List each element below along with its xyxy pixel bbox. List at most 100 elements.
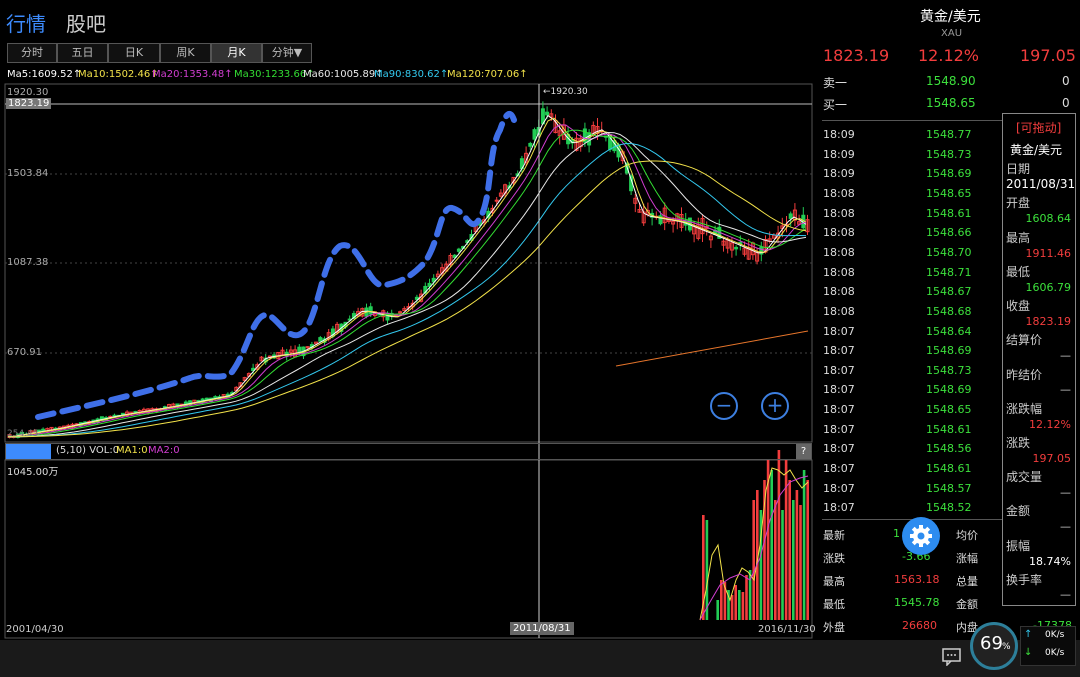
tick-row: 18:08 1548.65	[822, 183, 1072, 203]
info-settle-value: —	[1060, 349, 1071, 362]
period-tab[interactable]: 五日	[57, 43, 108, 63]
candle	[482, 219, 487, 223]
summary-change-label: 涨跌	[823, 552, 845, 565]
candle	[335, 323, 340, 333]
tick-price: 1548.61	[926, 422, 972, 436]
tick-row: 18:07 1548.52	[822, 497, 1072, 517]
bottom-bar	[0, 640, 1080, 677]
tick-time: 18:09	[823, 147, 855, 161]
vol-ma1-label: MA1:0	[116, 445, 148, 456]
tick-time: 18:09	[823, 167, 855, 181]
network-percent-unit: %	[1002, 642, 1011, 652]
candle	[255, 364, 260, 370]
kline-chart[interactable]	[0, 0, 815, 640]
quote-price: 1823.19	[823, 46, 890, 65]
volume-bar	[770, 470, 773, 620]
period-tab[interactable]: 周K	[160, 43, 211, 63]
buy-one-label: 买一	[823, 98, 848, 112]
tick-time: 18:07	[823, 501, 855, 515]
tick-row: 18:07 1548.61	[822, 458, 1072, 478]
tick-time: 18:07	[823, 403, 855, 417]
help-icon[interactable]: ?	[796, 444, 811, 459]
candle	[549, 113, 554, 118]
tick-row: 18:09 1548.69	[822, 163, 1072, 183]
candle	[490, 207, 495, 214]
candle	[545, 111, 550, 116]
tick-price: 1548.68	[926, 304, 972, 318]
candle	[742, 247, 747, 255]
summary-outer-value: 26680	[902, 619, 937, 632]
candle	[402, 308, 407, 312]
tick-price: 1548.71	[926, 265, 972, 279]
chat-icon[interactable]	[942, 648, 962, 666]
tick-row: 18:07 1548.69	[822, 340, 1072, 360]
period-tab[interactable]: 月K	[211, 43, 262, 63]
tick-row: 18:07 1548.56	[822, 438, 1072, 458]
summary-latest-value: 1	[893, 527, 900, 540]
candle	[431, 277, 436, 283]
tick-row: 18:08 1548.67	[822, 281, 1072, 301]
candle	[498, 192, 503, 197]
tick-price: 1548.67	[926, 285, 972, 299]
tick-time: 18:08	[823, 206, 855, 220]
candle	[368, 306, 373, 315]
volume-bar	[745, 575, 748, 620]
zoom-out-button[interactable]: −	[710, 392, 738, 420]
tick-row: 18:08 1548.68	[822, 301, 1072, 321]
summary-avg-label: 均价	[956, 529, 978, 542]
info-low-value: 1606.79	[1025, 281, 1072, 294]
indicator-selector[interactable]	[6, 444, 51, 459]
period-tab[interactable]: 分钟▼	[262, 43, 312, 63]
tick-time: 18:07	[823, 442, 855, 456]
instrument-title: 黄金/美元	[920, 9, 981, 25]
info-open-label: 开盘	[1006, 196, 1031, 210]
ma-line	[7, 114, 807, 438]
info-high-value: 1911.46	[1025, 247, 1072, 260]
tick-time: 18:07	[823, 324, 855, 338]
ma-legend-item: Ma20:1353.48↑	[152, 69, 233, 80]
tick-price: 1548.61	[926, 462, 972, 476]
ma-legend-item: Ma120:707.06↑	[447, 69, 528, 80]
period-tab[interactable]: 分时	[7, 43, 57, 63]
candle	[528, 142, 533, 147]
upload-speed: 0K/s	[1045, 630, 1065, 640]
tick-price: 1548.70	[926, 245, 972, 259]
candle	[511, 176, 516, 184]
candle	[305, 346, 310, 349]
summary-amount-label: 金额	[956, 598, 978, 611]
sell-one-volume: 0	[1062, 74, 1070, 88]
volume-bar	[756, 490, 759, 620]
candle	[314, 341, 319, 345]
period-tab[interactable]: 日K	[108, 43, 160, 63]
y-axis-current-price-tag: 1823.19	[6, 98, 52, 109]
candle	[427, 282, 432, 287]
tab-market[interactable]: 行情	[6, 12, 46, 36]
network-percent-gauge[interactable]	[970, 622, 1018, 670]
volume-bar	[702, 515, 705, 620]
zoom-in-button[interactable]: +	[761, 392, 789, 420]
tick-row: 18:09 1548.77	[822, 124, 1072, 144]
tick-row: 18:08 1548.61	[822, 203, 1072, 223]
candle	[259, 356, 264, 362]
vol-ma2-label: MA2:0	[148, 445, 180, 456]
tick-row: 18:07 1548.61	[822, 419, 1072, 439]
tick-row: 18:07 1548.57	[822, 478, 1072, 498]
info-amt-label: 金额	[1006, 504, 1031, 518]
candle	[788, 213, 793, 219]
info-vol-value: —	[1060, 486, 1071, 499]
candle-info-popup[interactable]	[1002, 113, 1076, 606]
tab-stock-forum[interactable]: 股吧	[66, 12, 106, 36]
info-pct-label: 涨跌幅	[1006, 402, 1043, 416]
tick-price: 1548.73	[926, 363, 972, 377]
settings-button[interactable]	[902, 517, 940, 555]
candle	[574, 137, 579, 151]
volume-bar	[774, 500, 777, 620]
tick-row: 18:07 1548.65	[822, 399, 1072, 419]
info-amp-label: 振幅	[1006, 539, 1031, 553]
info-chg-value: 197.05	[1032, 452, 1072, 465]
sell-one-price: 1548.90	[926, 74, 976, 88]
x-axis-cursor-date: 2011/08/31	[510, 622, 574, 635]
gear-icon	[910, 525, 932, 547]
ma-line	[7, 124, 807, 438]
volume-bar	[799, 505, 802, 620]
